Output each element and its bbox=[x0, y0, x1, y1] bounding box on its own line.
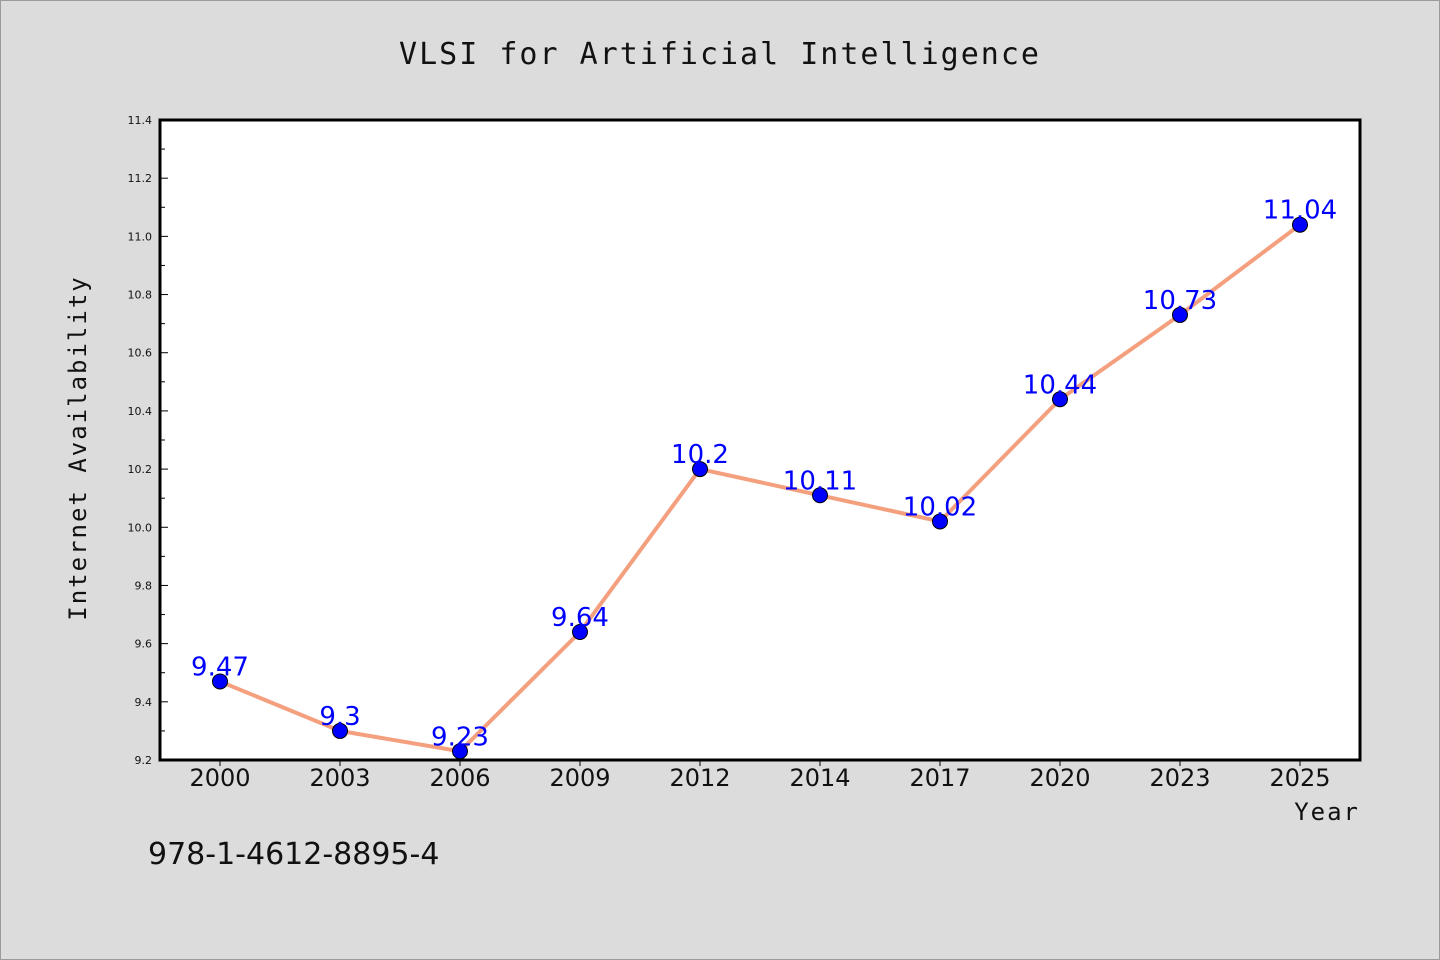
x-tick-label: 2006 bbox=[429, 764, 490, 792]
x-tick-label: 2020 bbox=[1029, 764, 1090, 792]
data-label: 9.64 bbox=[551, 603, 609, 633]
x-tick-label: 2025 bbox=[1269, 764, 1330, 792]
y-tick-label: 10.8 bbox=[128, 289, 153, 302]
isbn-annotation: 978-1-4612-8895-4 bbox=[148, 837, 439, 872]
data-points-group bbox=[212, 216, 1308, 760]
data-point bbox=[692, 461, 708, 478]
x-tick-label: 2023 bbox=[1149, 764, 1210, 792]
y-tick-label: 10.4 bbox=[128, 405, 153, 418]
y-tick-label: 9.2 bbox=[135, 754, 153, 767]
data-point bbox=[1052, 391, 1068, 408]
data-point bbox=[332, 722, 348, 739]
x-axis-label: Year bbox=[1294, 798, 1360, 826]
y-tick-label: 10.2 bbox=[128, 463, 153, 476]
data-label: 9.47 bbox=[191, 652, 249, 682]
x-tick-label: 2014 bbox=[789, 764, 850, 792]
x-tick-label: 2003 bbox=[309, 764, 370, 792]
data-point bbox=[572, 624, 588, 640]
y-tick-label: 11.0 bbox=[128, 230, 153, 243]
x-tick-label: 2012 bbox=[669, 764, 730, 792]
data-point bbox=[1292, 216, 1308, 233]
data-point bbox=[1172, 306, 1188, 323]
x-tick-label: 2009 bbox=[549, 764, 610, 792]
data-label: 10.44 bbox=[1023, 370, 1097, 400]
y-tick-label: 11.2 bbox=[128, 172, 153, 185]
data-label: 11.04 bbox=[1263, 196, 1337, 226]
chart-title: VLSI for Artificial Intelligence bbox=[399, 37, 1041, 72]
y-axis-ticks: 9.2 9.4 9.6 9.8 10.0 10.2 10.4 10.6 10.8 11.0 11.2… bbox=[128, 114, 168, 767]
x-tick-label: 2017 bbox=[909, 764, 970, 792]
data-label: 9.3 bbox=[319, 702, 360, 732]
data-point bbox=[452, 743, 468, 760]
data-label: 10.2 bbox=[671, 440, 729, 470]
y-tick-label: 10.0 bbox=[128, 521, 153, 534]
data-point bbox=[812, 487, 828, 504]
data-label: 9.23 bbox=[431, 722, 489, 752]
plot-area bbox=[158, 118, 1362, 762]
y-tick-label: 9.8 bbox=[135, 579, 153, 592]
y-tick-label: 10.6 bbox=[128, 347, 153, 360]
y-tick-label: 9.4 bbox=[135, 696, 153, 709]
series-line-group bbox=[219, 223, 1302, 754]
x-axis-ticks: 2000 2003 2006 2009 2012 2014 2017 2020 2023 2025 bbox=[189, 760, 1331, 792]
series-line bbox=[219, 223, 1302, 754]
data-point bbox=[212, 673, 228, 690]
y-axis-label: Internet Availability bbox=[64, 275, 92, 620]
y-tick-label: 11.4 bbox=[128, 114, 153, 127]
data-label: 10.02 bbox=[903, 492, 977, 522]
data-label: 10.73 bbox=[1143, 286, 1217, 316]
x-tick-label: 2000 bbox=[189, 764, 250, 792]
data-label: 10.11 bbox=[783, 466, 857, 496]
y-tick-label: 9.6 bbox=[135, 638, 153, 651]
data-labels-group: 9.47 9.3 9.23 9.64 10.2 10.11 10.02 10.44 10.73 1… bbox=[191, 196, 1337, 753]
data-point bbox=[932, 513, 948, 530]
